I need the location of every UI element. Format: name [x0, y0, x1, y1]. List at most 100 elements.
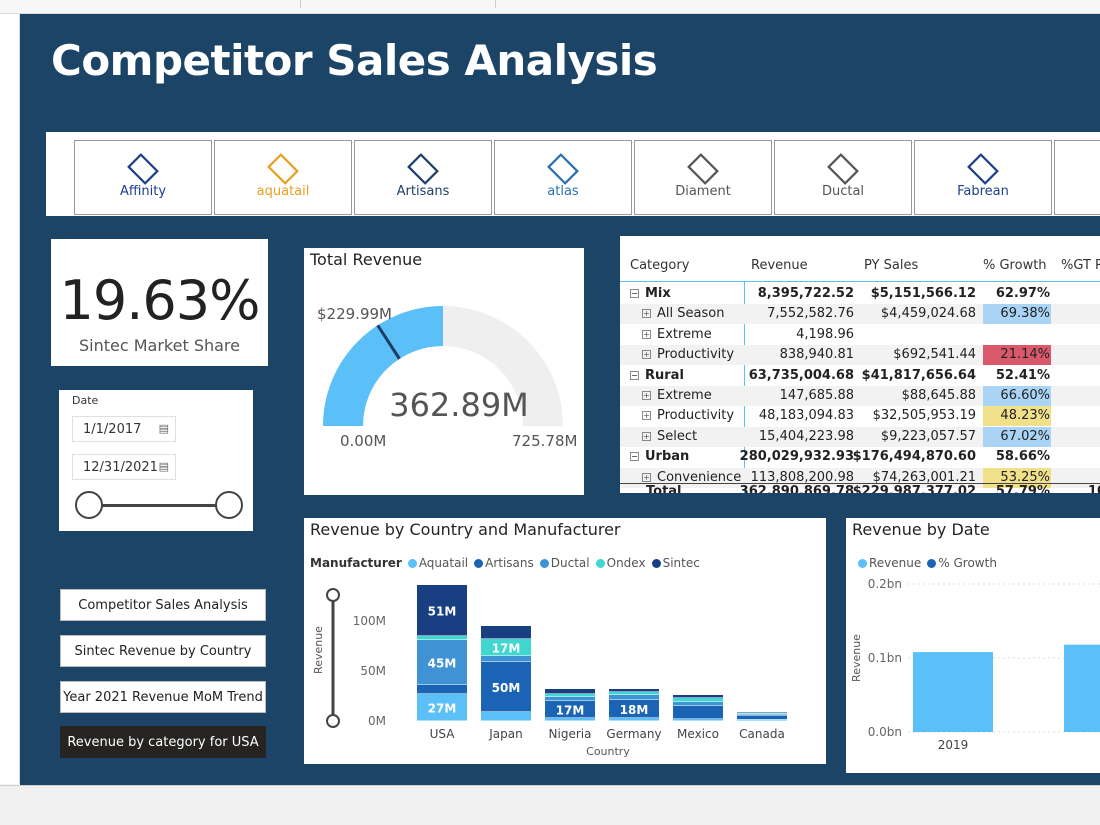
- expand-icon[interactable]: +: [642, 431, 651, 441]
- date-range-start-handle[interactable]: [75, 491, 103, 519]
- expand-icon[interactable]: +: [642, 391, 651, 400]
- bar-segment: [609, 700, 659, 718]
- collapse-icon[interactable]: −: [630, 289, 639, 298]
- left-gutter: [0, 14, 20, 784]
- matrix-header-cell[interactable]: Category: [630, 258, 690, 273]
- calendar-icon[interactable]: ▤: [158, 422, 169, 435]
- matrix-header-cell[interactable]: PY Sales: [864, 258, 919, 273]
- expand-icon[interactable]: +: [642, 350, 651, 360]
- date-range-slider-track[interactable]: [89, 504, 229, 507]
- legend-label[interactable]: Aquatail: [418, 556, 469, 570]
- category-matrix-table[interactable]: Category Revenue PY Sales % Growth %GT R − Mix…: [620, 236, 1100, 493]
- matrix-category-cell: − Mix: [630, 286, 671, 301]
- window-tab[interactable]: [300, 0, 496, 8]
- legend-label[interactable]: Artisans: [485, 556, 534, 570]
- nav-button-year-2021-revenue-mom-trend[interactable]: Year 2021 Revenue MoM Trend: [60, 681, 266, 713]
- logo-atlas[interactable]: atlas: [494, 140, 632, 215]
- bar-segment: [673, 702, 723, 706]
- matrix-category-label: Extreme: [657, 388, 712, 403]
- matrix-row[interactable]: + All Season 7,552,582.76 $4,459,024.68 69.3…: [620, 304, 1100, 325]
- legend-marker: [407, 559, 417, 568]
- bar-data-label: 51M: [428, 605, 457, 619]
- gauge-target-label: $229.99M: [317, 305, 392, 323]
- matrix-revenue-cell: 280,029,932.93: [739, 449, 854, 465]
- start-date-input[interactable]: 1/1/2017 ▤: [72, 416, 176, 442]
- nav-button-sintec-revenue-by-country[interactable]: Sintec Revenue by Country: [60, 635, 266, 667]
- matrix-category-label: Extreme: [657, 326, 712, 342]
- matrix-py-cell: $41,817,656.64: [861, 367, 976, 383]
- legend-label[interactable]: % Growth: [938, 556, 997, 570]
- matrix-row[interactable]: + Productivity 48,183,094.83 $32,505,953.19…: [620, 406, 1100, 427]
- gauge-max-label: 725.78M: [512, 432, 577, 450]
- matrix-total-row[interactable]: Total 362,890,869.78 $229,987,377.02 57.79%…: [620, 482, 1100, 493]
- matrix-revenue-cell: 4,198.96: [796, 326, 854, 342]
- matrix-row[interactable]: + Select 15,404,223.98 $9,223,057.57 67.02%: [620, 426, 1100, 447]
- expand-icon[interactable]: +: [642, 411, 651, 421]
- matrix-growth-cell: 66.60%: [1000, 388, 1050, 403]
- matrix-row[interactable]: + Extreme 147,685.88 $88,645.88 66.60%: [620, 386, 1100, 406]
- date-range-end-handle[interactable]: [215, 491, 243, 519]
- nav-button-competitor-sales-analysis[interactable]: Competitor Sales Analysis: [60, 589, 266, 621]
- legend-label[interactable]: Ductal: [550, 556, 590, 570]
- legend-label[interactable]: Sintec: [662, 556, 700, 570]
- matrix-category-cell: − Urban: [630, 449, 689, 464]
- expand-icon[interactable]: +: [642, 329, 651, 339]
- bar-data-label: 50M: [492, 681, 521, 695]
- matrix-revenue-cell: 362,890,869.78: [739, 484, 854, 493]
- logo-aquatail[interactable]: aquatail: [214, 140, 352, 215]
- logo-name: Fabrean: [957, 184, 1009, 199]
- revenue-by-country-chart[interactable]: Revenue by Country and Manufacturer Manu…: [304, 518, 826, 764]
- matrix-header-cell[interactable]: Revenue: [751, 258, 808, 273]
- collapse-icon[interactable]: −: [630, 452, 639, 462]
- gauge-target-marker: [376, 324, 401, 360]
- matrix-total-divider: [620, 483, 1100, 484]
- matrix-row[interactable]: − Urban 280,029,932.93 $176,494,870.60 58.66…: [620, 447, 1100, 467]
- matrix-row[interactable]: + Extreme 4,198.96: [620, 325, 1100, 345]
- matrix-category-cell: + Select: [642, 429, 697, 444]
- revenue-by-date-chart[interactable]: Revenue by Date Revenue % Growth 0.0bn 0.1…: [846, 518, 1100, 773]
- end-date-input[interactable]: 12/31/2021 ▤: [72, 454, 176, 480]
- zoom-slider-bottom-handle: [326, 714, 340, 728]
- logo-mark-icon: [547, 153, 579, 185]
- bar-segment: [609, 695, 659, 700]
- bar-segment: [417, 685, 467, 694]
- matrix-revenue-cell: 147,685.88: [779, 388, 854, 403]
- bar-data-label: 27M: [428, 702, 457, 716]
- expand-icon[interactable]: +: [642, 472, 651, 482]
- total-revenue-gauge[interactable]: Total Revenue 362.89M $229.99M 0.00M 725…: [304, 248, 584, 495]
- bar-segment: [673, 706, 723, 719]
- logo-diament[interactable]: Diament: [634, 140, 772, 215]
- matrix-py-cell: $74,263,001.21: [872, 469, 976, 485]
- matrix-row[interactable]: + Convenience 113,808,200.98 $74,263,001.21…: [620, 467, 1100, 488]
- logo-name: Ductal: [821, 184, 865, 199]
- matrix-row[interactable]: − Mix 8,395,722.52 $5,151,566.12 62.97%: [620, 284, 1100, 304]
- matrix-category-cell: + Extreme: [642, 327, 712, 342]
- logo-ductal[interactable]: Ductal: [774, 140, 912, 215]
- logo-fabrean[interactable]: Fabrean: [914, 140, 1052, 215]
- bar-segment: [737, 712, 787, 713]
- zoom-slider-top-handle: [326, 588, 340, 602]
- date-slicer: Date 1/1/2017 ▤ 12/31/2021 ▤: [59, 390, 253, 531]
- logo-artisans[interactable]: Artisans: [354, 140, 492, 215]
- logo-affinity[interactable]: Affinity: [74, 140, 212, 215]
- bar-segment: [545, 701, 595, 718]
- matrix-row[interactable]: − Rural 63,735,004.68 $41,817,656.64 52.41%: [620, 366, 1100, 386]
- legend-label[interactable]: Revenue: [869, 556, 922, 570]
- nav-button-revenue-by-category-usa[interactable]: Revenue by category for USA: [60, 726, 266, 758]
- x-tick-label: 2019: [938, 738, 969, 752]
- matrix-revenue-cell: 7,552,582.76: [767, 306, 854, 322]
- matrix-category-cell: Total: [646, 484, 682, 493]
- expand-icon[interactable]: +: [642, 309, 651, 319]
- matrix-row[interactable]: + Productivity 838,940.81 $692,541.44 21.14%: [620, 345, 1100, 366]
- collapse-icon[interactable]: −: [630, 370, 639, 380]
- report-canvas: Competitor Sales Analysis Affinity aquata…: [20, 14, 1100, 785]
- matrix-revenue-cell: 15,404,223.98: [758, 428, 854, 444]
- bar-segment: [673, 698, 723, 702]
- matrix-header-cell[interactable]: %GT R: [1061, 258, 1100, 273]
- calendar-icon[interactable]: ▤: [158, 460, 169, 473]
- matrix-category-cell: − Rural: [630, 368, 684, 383]
- logo-partial[interactable]: [1054, 140, 1100, 215]
- growth-highlight: [983, 426, 1051, 447]
- legend-label[interactable]: Ondex: [606, 556, 646, 570]
- matrix-header-cell[interactable]: % Growth: [983, 258, 1047, 273]
